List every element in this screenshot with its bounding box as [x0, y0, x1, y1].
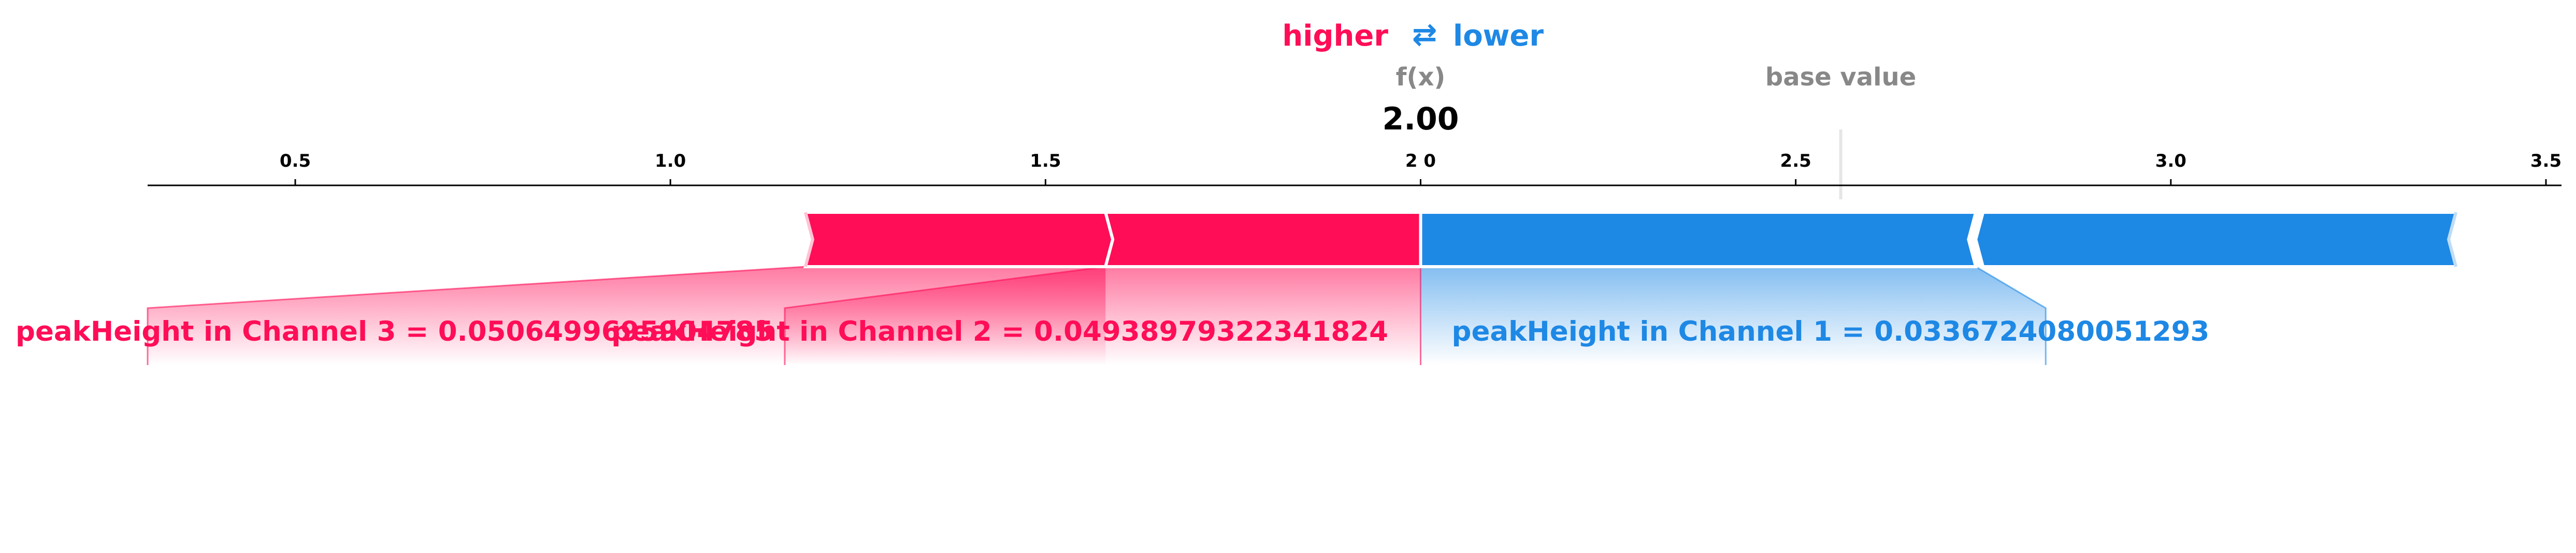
fx-label: f(x): [1396, 63, 1446, 92]
positive-force-bar: [803, 211, 1115, 268]
legend-lower-label: lower: [1453, 19, 1544, 53]
negative-force-bar: [1419, 211, 1978, 268]
x-tick-label: 1.0: [655, 151, 686, 171]
negative-link-line: [1975, 266, 2047, 365]
positive-link-line: [784, 266, 1106, 365]
x-tick-label: 2 0: [1405, 151, 1436, 171]
legend-higher-label: higher: [1282, 19, 1388, 53]
legend-arrow-icon: ⇄: [1412, 17, 1437, 52]
x-tick-label: 1.5: [1030, 151, 1061, 171]
negative-feature-label: peakHeight in Channel 1 = 0.033672408005…: [1452, 316, 2210, 347]
positive-feature-label: peakHeight in Channel 3 = 0.050649969590…: [16, 316, 773, 347]
positive-link-line: [147, 266, 805, 365]
force-bars: [803, 211, 2458, 268]
x-tick-label: 3.5: [2530, 151, 2561, 171]
feature-links: [147, 266, 2047, 365]
x-tick-label: 0.5: [280, 151, 311, 171]
positive-feature-label: peakHeight in Channel 2 = 0.049389793223…: [611, 316, 1388, 347]
x-tick-label: 3.0: [2155, 151, 2186, 171]
feature-labels: peakHeight in Channel 3 = 0.050649969590…: [16, 316, 2209, 347]
positive-bar-edge: [803, 212, 814, 267]
negative-link-shade: [1420, 267, 2046, 365]
base-value-label: base value: [1765, 63, 1916, 92]
x-tick-label: 2.5: [1780, 151, 1811, 171]
negative-bar-edge: [2447, 212, 2458, 267]
fx-value: 2.00: [1382, 101, 1459, 137]
negative-force-bar: [1974, 211, 2458, 268]
positive-link-shade: [785, 267, 1421, 365]
positive-force-bar: [1103, 211, 1430, 268]
x-axis-ticks: 0.5 1.0 1.5 2 0 2.5 3.0 3.5: [280, 151, 2561, 185]
